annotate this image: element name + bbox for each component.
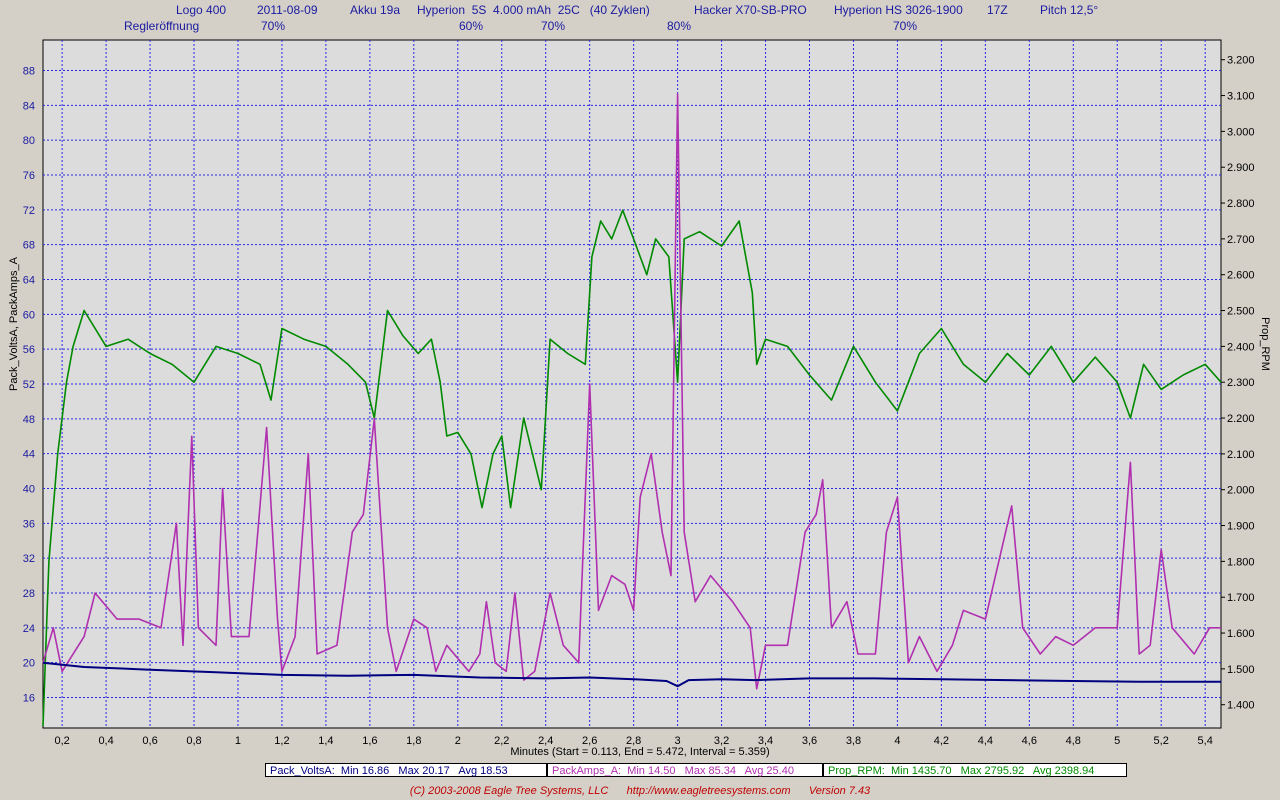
header-pitch: Pitch 12,5°	[1040, 3, 1099, 17]
y-left-tick-label: 20	[23, 658, 35, 670]
y-right-tick-label: 1.700	[1227, 592, 1255, 604]
y-left-tick-label: 68	[23, 240, 35, 252]
header-logo: Logo 400	[176, 3, 227, 17]
x-tick-label: 0,2	[54, 735, 69, 747]
legend-rpm: Prop_RPM: Min 1435.70 Max 2795.92 Avg 23…	[823, 763, 1127, 777]
legend-volts: Pack_VoltsA: Min 16.86 Max 20.17 Avg 18.…	[265, 763, 547, 777]
x-tick-label: 4,8	[1066, 735, 1081, 747]
throttle-value: 70%	[893, 19, 918, 33]
x-tick-label: 4,4	[978, 735, 993, 747]
y-left-axis-label: Pack_VoltsA, PackAmps_A	[8, 256, 20, 391]
header-throttle-label: Regleröffnung	[124, 19, 200, 33]
y-left-tick-label: 76	[23, 170, 35, 182]
y-right-tick-label: 2.000	[1227, 485, 1255, 497]
y-left-tick-label: 52	[23, 379, 35, 391]
y-right-tick-label: 2.900	[1227, 162, 1255, 174]
header-akku: Akku 19a	[350, 3, 401, 17]
x-tick-label: 5,2	[1154, 735, 1169, 747]
x-tick-label: 4,6	[1022, 735, 1037, 747]
x-tick-label: 5,4	[1198, 735, 1213, 747]
y-left-tick-label: 16	[23, 693, 35, 705]
y-right-tick-label: 2.600	[1227, 270, 1255, 282]
y-right-tick-label: 2.800	[1227, 198, 1255, 210]
y-left-tick-label: 88	[23, 65, 35, 77]
y-right-tick-label: 3.100	[1227, 91, 1255, 103]
y-left-tick-label: 28	[23, 588, 35, 600]
header-esc: Hyperion HS 3026-1900	[834, 3, 963, 17]
y-left-tick-label: 56	[23, 344, 35, 356]
x-tick-label: 3,8	[846, 735, 861, 747]
y-left-tick-label: 48	[23, 414, 35, 426]
throttle-value: 70%	[541, 19, 566, 33]
y-left-tick-label: 36	[23, 518, 35, 530]
y-left-tick-label: 24	[23, 623, 35, 635]
x-tick-label: 4,2	[934, 735, 949, 747]
x-tick-label: 4	[894, 735, 900, 747]
x-tick-label: 3,6	[802, 735, 817, 747]
x-tick-label: 3,2	[714, 735, 729, 747]
y-right-tick-label: 2.200	[1227, 413, 1255, 425]
x-tick-label: 1,4	[318, 735, 333, 747]
x-tick-label: 1,8	[406, 735, 421, 747]
y-left-tick-label: 60	[23, 309, 35, 321]
x-axis-label: Minutes (Start = 0.113, End = 5.472, Int…	[510, 746, 770, 758]
y-left-tick-label: 84	[23, 100, 35, 112]
y-right-tick-label: 3.200	[1227, 55, 1255, 67]
x-tick-label: 3,4	[758, 735, 773, 747]
x-tick-label: 2,6	[582, 735, 597, 747]
y-left-tick-label: 40	[23, 484, 35, 496]
x-tick-label: 2,8	[626, 735, 641, 747]
footer-copyright: (C) 2003-2008 Eagle Tree Systems, LLC ht…	[409, 785, 871, 797]
header-battery: Hyperion 5S 4.000 mAh 25C (40 Zyklen)	[417, 3, 650, 17]
y-right-tick-label: 2.100	[1227, 449, 1255, 461]
x-tick-label: 0,6	[142, 735, 157, 747]
throttle-value: 70%	[261, 19, 286, 33]
series-line-pack-voltsa	[42, 661, 1221, 688]
x-tick-label: 2	[455, 735, 461, 747]
y-right-tick-label: 1.600	[1227, 628, 1255, 640]
x-tick-label: 3	[675, 735, 681, 747]
x-tick-label: 1	[235, 735, 241, 747]
throttle-value: 80%	[667, 19, 692, 33]
y-left-tick-label: 32	[23, 553, 35, 565]
legend-amps: PackAmps_A: Min 14.50 Max 85.34 Avg 25.4…	[547, 763, 823, 777]
throttle-value: 60%	[459, 19, 484, 33]
y-right-tick-label: 1.500	[1227, 664, 1255, 676]
header-pinion: 17Z	[987, 3, 1008, 17]
series-line-packamps-a	[42, 93, 1221, 690]
y-right-tick-label: 3.000	[1227, 126, 1255, 138]
y-left-tick-label: 72	[23, 205, 35, 217]
x-tick-label: 2,4	[538, 735, 553, 747]
y-right-tick-label: 1.800	[1227, 556, 1255, 568]
y-right-axis-label: Prop_RPM	[1259, 317, 1271, 371]
x-tick-label: 1,2	[274, 735, 289, 747]
header-motor: Hacker X70-SB-PRO	[694, 3, 807, 17]
y-right-tick-label: 2.500	[1227, 306, 1255, 318]
y-right-tick-label: 1.900	[1227, 521, 1255, 533]
y-right-tick-label: 1.400	[1227, 700, 1255, 712]
y-right-tick-label: 2.400	[1227, 341, 1255, 353]
y-right-tick-label: 2.300	[1227, 377, 1255, 389]
series-line-prop-rpm	[42, 209, 1222, 727]
x-tick-label: 1,6	[362, 735, 377, 747]
x-tick-label: 2,2	[494, 735, 509, 747]
y-left-tick-label: 44	[23, 449, 35, 461]
y-left-tick-label: 64	[23, 274, 35, 286]
header-date: 2011-08-09	[257, 3, 318, 17]
x-tick-label: 0,8	[186, 735, 201, 747]
x-tick-label: 0,4	[98, 735, 113, 747]
y-right-tick-label: 2.700	[1227, 234, 1255, 246]
x-tick-label: 5	[1114, 735, 1120, 747]
y-left-tick-label: 80	[23, 135, 35, 147]
